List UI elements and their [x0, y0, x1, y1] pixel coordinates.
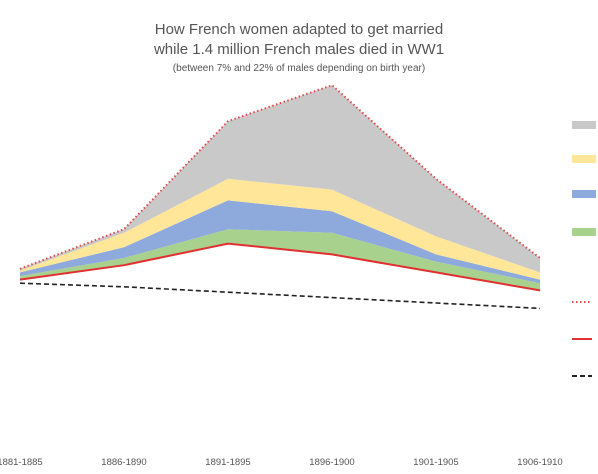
x-tick-label: 1891-1895	[205, 457, 250, 468]
area-band-blue	[20, 200, 540, 284]
chart-title-block: How French women adapted to get married …	[0, 20, 598, 77]
line-total-dotted	[19, 84, 541, 270]
x-tick-label: 1881-1885	[0, 457, 43, 468]
chart-legend	[572, 121, 596, 377]
x-tick-label: 1901-1905	[413, 457, 458, 468]
legend-swatch	[572, 155, 596, 163]
chart-title-line-2: while 1.4 million French males died in W…	[153, 41, 445, 58]
area-band-yellow	[20, 178, 540, 280]
x-tick-label: 1896-1900	[309, 457, 354, 468]
line-series	[19, 84, 541, 310]
legend-swatch	[572, 121, 596, 129]
x-axis-ticks: 1881-1885 1886-1890 1891-1895 1896-1900 1901…	[0, 457, 563, 468]
legend-swatch	[572, 190, 596, 198]
x-tick-label: 1906-1910	[517, 457, 562, 468]
line-black-dashed	[19, 282, 541, 310]
legend-swatch	[572, 228, 596, 236]
chart-subtitle: (between 7% and 22% of males depending o…	[172, 63, 426, 74]
area-layers	[20, 85, 540, 291]
area-band-gray	[20, 85, 540, 273]
chart-title-line-1: How French women adapted to get married	[154, 21, 444, 38]
x-tick-label: 1886-1890	[101, 457, 146, 468]
area-band-green	[20, 229, 540, 291]
line-red-solid	[19, 242, 541, 292]
